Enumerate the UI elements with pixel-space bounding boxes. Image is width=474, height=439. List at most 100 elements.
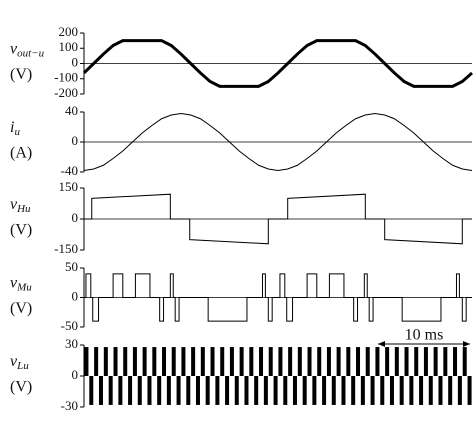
y-label: vLu <box>10 353 29 372</box>
pulse <box>98 376 103 405</box>
y-tick-label: 0 <box>72 54 79 69</box>
y-tick-label: 50 <box>65 259 78 274</box>
pulse <box>288 347 293 376</box>
pulse <box>292 376 297 405</box>
y-tick-label: 40 <box>65 103 78 118</box>
pulse <box>166 376 171 405</box>
pulse <box>254 376 259 405</box>
y-tick-label: 0 <box>72 133 79 148</box>
y-tick-label: -40 <box>61 163 78 178</box>
pulse <box>244 376 249 405</box>
y-label-symbol: v <box>10 196 18 213</box>
pulse <box>215 376 220 405</box>
y-tick-label: 100 <box>59 39 79 54</box>
y-label: vout−u <box>10 40 45 59</box>
pulse <box>176 376 181 405</box>
waveform <box>84 273 472 322</box>
y-label-unit: (V) <box>10 379 32 396</box>
waveform <box>84 193 472 245</box>
pulse <box>234 376 239 405</box>
pulse <box>317 347 322 376</box>
pulse <box>356 347 361 376</box>
y-label-symbol: v <box>10 353 18 370</box>
y-label: vMu <box>10 274 32 293</box>
y-tick-label: 0 <box>72 210 79 225</box>
pulse <box>123 347 128 376</box>
y-label: iu <box>10 119 20 138</box>
pulse <box>89 376 94 405</box>
y-tick-label: 0 <box>72 288 79 303</box>
y-label-subscript: Mu <box>16 281 32 293</box>
waveform <box>83 112 473 172</box>
pulse <box>113 347 118 376</box>
pulse <box>210 347 215 376</box>
pulse <box>103 347 108 376</box>
pulse <box>128 376 133 405</box>
pulse <box>239 347 244 376</box>
y-label-unit: (A) <box>10 145 32 162</box>
pulse <box>433 347 438 376</box>
pulse <box>297 347 302 376</box>
pulse <box>137 376 142 405</box>
pulse <box>404 347 409 376</box>
pulse <box>457 376 462 405</box>
pulse <box>467 376 472 405</box>
pulse <box>336 347 341 376</box>
pulse <box>157 376 162 405</box>
pulse <box>399 376 404 405</box>
y-label-subscript: Lu <box>16 360 29 372</box>
y-label-symbol: v <box>10 40 18 57</box>
pulse <box>326 347 331 376</box>
pulse <box>365 347 370 376</box>
y-tick-label: -150 <box>54 241 78 256</box>
pulse <box>263 376 268 405</box>
pulse <box>419 376 424 405</box>
y-label-unit: (V) <box>10 222 32 239</box>
pulse <box>462 347 467 376</box>
pulse <box>351 376 356 405</box>
pulse <box>195 376 200 405</box>
pulse <box>346 347 351 376</box>
waveform <box>82 39 473 88</box>
pulse <box>142 347 147 376</box>
y-tick-label: 150 <box>59 179 79 194</box>
pulse <box>259 347 264 376</box>
pulse <box>181 347 186 376</box>
pulse <box>273 376 278 405</box>
pulse <box>414 347 419 376</box>
y-tick-label: 0 <box>72 367 79 382</box>
pulse <box>453 347 458 376</box>
pulse <box>394 347 399 376</box>
pulse <box>152 347 157 376</box>
pulse <box>132 347 137 376</box>
pulse <box>360 376 365 405</box>
pulse <box>229 347 234 376</box>
pulse <box>278 347 283 376</box>
pulse <box>423 347 428 376</box>
pulse <box>108 376 113 405</box>
pulse <box>302 376 307 405</box>
pulse <box>249 347 254 376</box>
pulse <box>443 347 448 376</box>
y-tick-label: 200 <box>59 24 79 39</box>
pulse <box>283 376 288 405</box>
pulse <box>147 376 152 405</box>
pulse <box>200 347 205 376</box>
y-tick-label: -100 <box>54 70 78 85</box>
pulse <box>268 347 273 376</box>
pulse <box>171 347 176 376</box>
y-tick-label: -50 <box>61 318 78 333</box>
pulse <box>331 376 336 405</box>
pulse <box>307 347 312 376</box>
y-tick-label: -30 <box>61 398 78 413</box>
pulse <box>225 376 230 405</box>
pulse <box>205 376 210 405</box>
y-label-symbol: v <box>10 274 18 291</box>
y-label: vHu <box>10 196 31 215</box>
pulse <box>322 376 327 405</box>
pulse <box>409 376 414 405</box>
scale-label: 10 ms <box>405 327 444 344</box>
pulse <box>385 347 390 376</box>
y-label-unit: (V) <box>10 300 32 317</box>
